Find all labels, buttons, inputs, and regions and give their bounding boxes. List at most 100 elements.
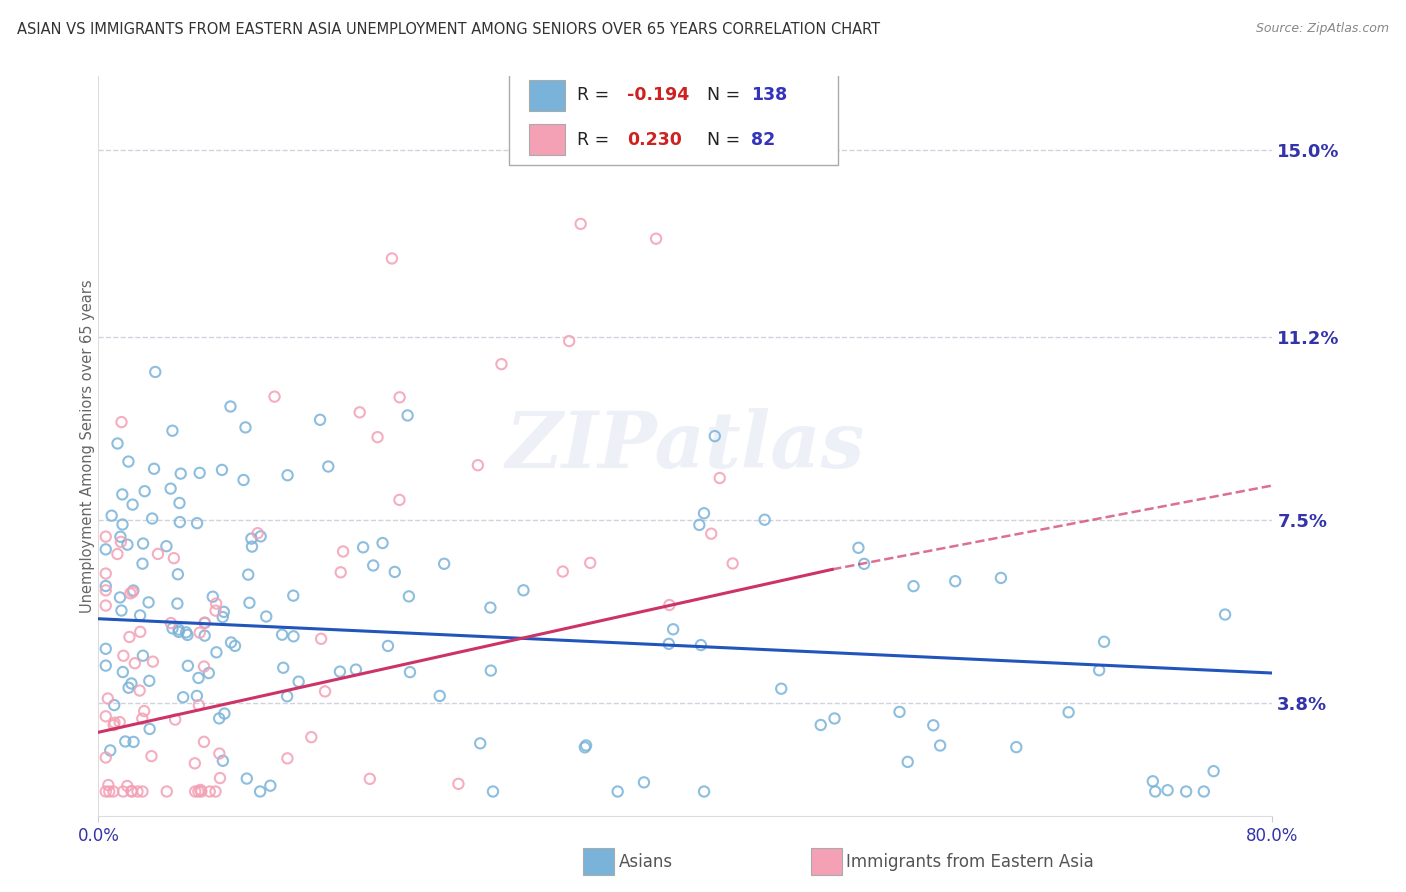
Point <box>579 556 602 570</box>
Point <box>361 558 384 573</box>
Point <box>138 673 160 688</box>
Point <box>167 623 190 637</box>
Point <box>129 608 152 623</box>
Point <box>121 498 143 512</box>
Point <box>132 648 155 663</box>
Point <box>174 625 197 640</box>
Point <box>1057 706 1080 720</box>
Text: N =: N = <box>707 131 740 149</box>
Point <box>122 583 145 598</box>
Point <box>198 666 221 681</box>
Point <box>204 784 226 798</box>
Point <box>658 598 681 612</box>
Point <box>166 597 188 611</box>
Point <box>193 615 215 630</box>
Point <box>169 496 191 510</box>
Point <box>276 690 298 704</box>
Point <box>132 536 155 550</box>
Text: N =: N = <box>707 87 740 104</box>
Point <box>131 557 153 571</box>
Point <box>94 583 117 598</box>
Point <box>690 638 713 652</box>
Point <box>211 463 233 477</box>
Point <box>1156 783 1178 797</box>
Point <box>277 468 299 483</box>
Point <box>188 625 211 640</box>
Point <box>824 711 846 725</box>
Point <box>184 756 207 771</box>
Point <box>371 536 394 550</box>
Point <box>122 735 145 749</box>
Point <box>186 516 208 531</box>
FancyBboxPatch shape <box>529 80 564 111</box>
Point <box>198 784 221 798</box>
Text: -0.194: -0.194 <box>627 87 689 104</box>
Point <box>388 492 411 507</box>
Point <box>238 596 260 610</box>
Point <box>111 517 134 532</box>
Point <box>212 605 235 619</box>
Point <box>396 409 419 423</box>
Point <box>1005 740 1028 755</box>
Point <box>121 784 143 798</box>
Point <box>141 749 163 764</box>
Point <box>120 586 142 600</box>
Point <box>848 541 870 555</box>
Point <box>167 624 190 639</box>
Point <box>121 585 143 599</box>
Point <box>110 603 132 617</box>
Point <box>1092 634 1115 648</box>
Point <box>142 655 165 669</box>
Point <box>246 526 269 541</box>
Point <box>512 583 534 598</box>
Point <box>208 711 231 725</box>
Point <box>186 689 208 703</box>
Point <box>156 784 179 798</box>
Point <box>117 538 139 552</box>
Point <box>558 334 581 348</box>
Point <box>889 705 911 719</box>
Point <box>201 590 224 604</box>
Point <box>103 784 125 798</box>
Point <box>219 400 242 414</box>
Point <box>219 635 242 649</box>
Point <box>115 779 138 793</box>
Point <box>240 540 263 554</box>
Point <box>94 709 117 723</box>
Point <box>94 784 117 798</box>
Point <box>299 730 322 744</box>
Point <box>990 571 1012 585</box>
Y-axis label: Unemployment Among Seniors over 65 years: Unemployment Among Seniors over 65 years <box>80 279 94 613</box>
Point <box>112 784 135 798</box>
Point <box>236 772 259 786</box>
Point <box>224 639 246 653</box>
Point <box>259 779 281 793</box>
Point <box>352 541 374 555</box>
Point <box>922 718 945 732</box>
Point <box>693 784 716 798</box>
Point <box>177 658 200 673</box>
Point <box>470 736 492 750</box>
Point <box>309 632 332 646</box>
Point <box>187 698 209 712</box>
Point <box>359 772 381 786</box>
Point <box>238 567 260 582</box>
Point <box>162 424 184 438</box>
Point <box>194 615 217 630</box>
Point <box>344 663 367 677</box>
Point <box>329 665 352 679</box>
Point <box>398 590 420 604</box>
Point <box>107 436 129 450</box>
Point <box>114 734 136 748</box>
Point <box>208 747 231 761</box>
Point <box>574 740 596 755</box>
Point <box>111 665 134 679</box>
Point <box>491 357 513 371</box>
Point <box>103 715 125 730</box>
Point <box>693 506 716 520</box>
Point <box>700 526 723 541</box>
Point <box>399 665 422 680</box>
Point <box>314 684 336 698</box>
Point <box>117 681 139 695</box>
Point <box>155 539 177 553</box>
